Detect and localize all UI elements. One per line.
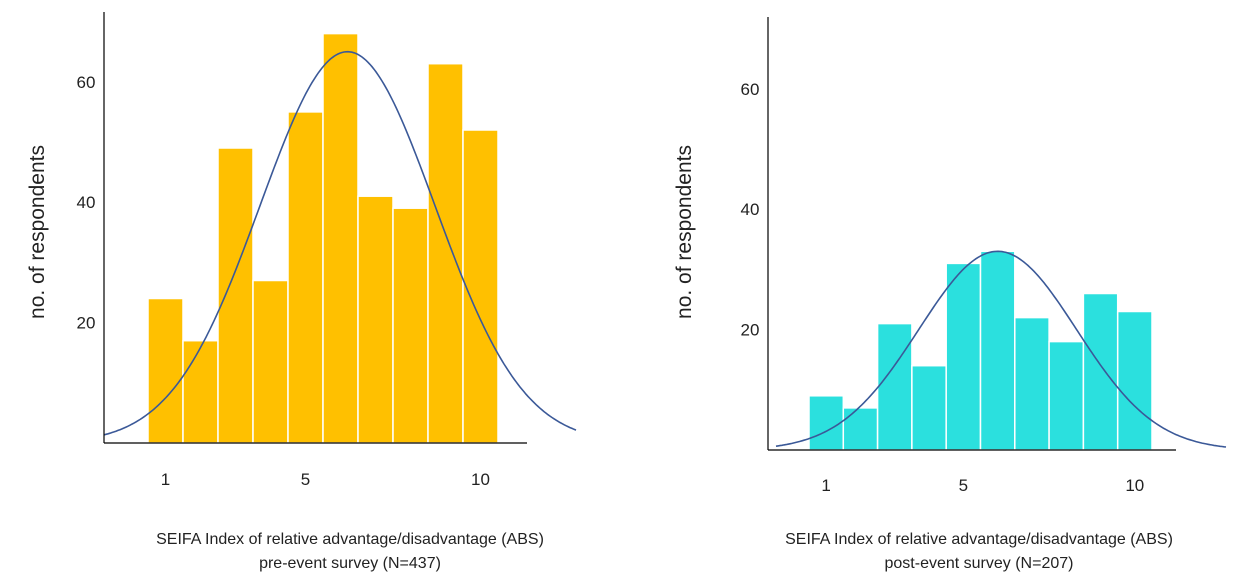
bar-10	[462, 129, 499, 444]
bar-7	[357, 195, 394, 444]
post-event-normal-curve	[775, 250, 1227, 448]
pre-event-x-axis-label: SEIFA Index of relative advantage/disadv…	[70, 528, 630, 576]
pre-event-normal-curve	[103, 50, 577, 436]
y-axis-label: no. of respondents	[673, 145, 696, 319]
bar-5	[945, 262, 982, 451]
bar-3	[876, 322, 913, 451]
pre-event-y-ticks: 20 40 60	[77, 73, 96, 333]
y-tick-label: 20	[77, 314, 96, 333]
y-tick-label: 40	[77, 193, 96, 212]
bar-4	[911, 364, 947, 451]
x-axis-title: SEIFA Index of relative advantage/disadv…	[785, 531, 1173, 548]
x-tick-label: 5	[301, 470, 310, 489]
bar-7	[1014, 316, 1050, 451]
survey-subtitle: post-event survey (N=207)	[884, 555, 1074, 572]
bar-6	[322, 32, 359, 444]
x-tick-label: 5	[959, 476, 968, 495]
y-tick-label: 60	[77, 73, 96, 92]
bar-2	[842, 407, 879, 451]
bar-3	[217, 147, 254, 444]
bar-8	[1048, 340, 1085, 451]
y-tick-label: 40	[741, 200, 760, 219]
pre-event-x-ticks: 1 5 10	[161, 470, 490, 489]
post-event-x-ticks: 1 5 10	[821, 476, 1144, 495]
x-tick-label: 10	[471, 470, 490, 489]
y-tick-label: 60	[741, 80, 760, 99]
bar-1	[808, 395, 845, 451]
bar-6	[979, 250, 1016, 451]
bar-10	[1116, 310, 1153, 451]
bar-4	[252, 279, 289, 444]
post-event-y-ticks: 20 40 60	[741, 80, 760, 340]
bar-5	[287, 111, 324, 444]
bar-1	[147, 297, 184, 444]
x-tick-label: 1	[161, 470, 170, 489]
survey-subtitle: pre-event survey (N=437)	[259, 555, 441, 572]
post-event-bars	[808, 250, 1153, 451]
x-tick-label: 1	[821, 476, 830, 495]
bar-8	[392, 207, 429, 444]
bar-9	[1082, 292, 1119, 451]
bar-9	[427, 62, 464, 444]
y-tick-label: 20	[741, 321, 760, 340]
y-axis-label: no. of respondents	[26, 145, 49, 319]
x-tick-label: 10	[1125, 476, 1144, 495]
post-event-x-axis-label: SEIFA Index of relative advantage/disadv…	[699, 528, 1242, 576]
pre-event-bars	[147, 32, 499, 444]
x-axis-title: SEIFA Index of relative advantage/disadv…	[156, 531, 544, 548]
bar-2	[182, 339, 219, 444]
